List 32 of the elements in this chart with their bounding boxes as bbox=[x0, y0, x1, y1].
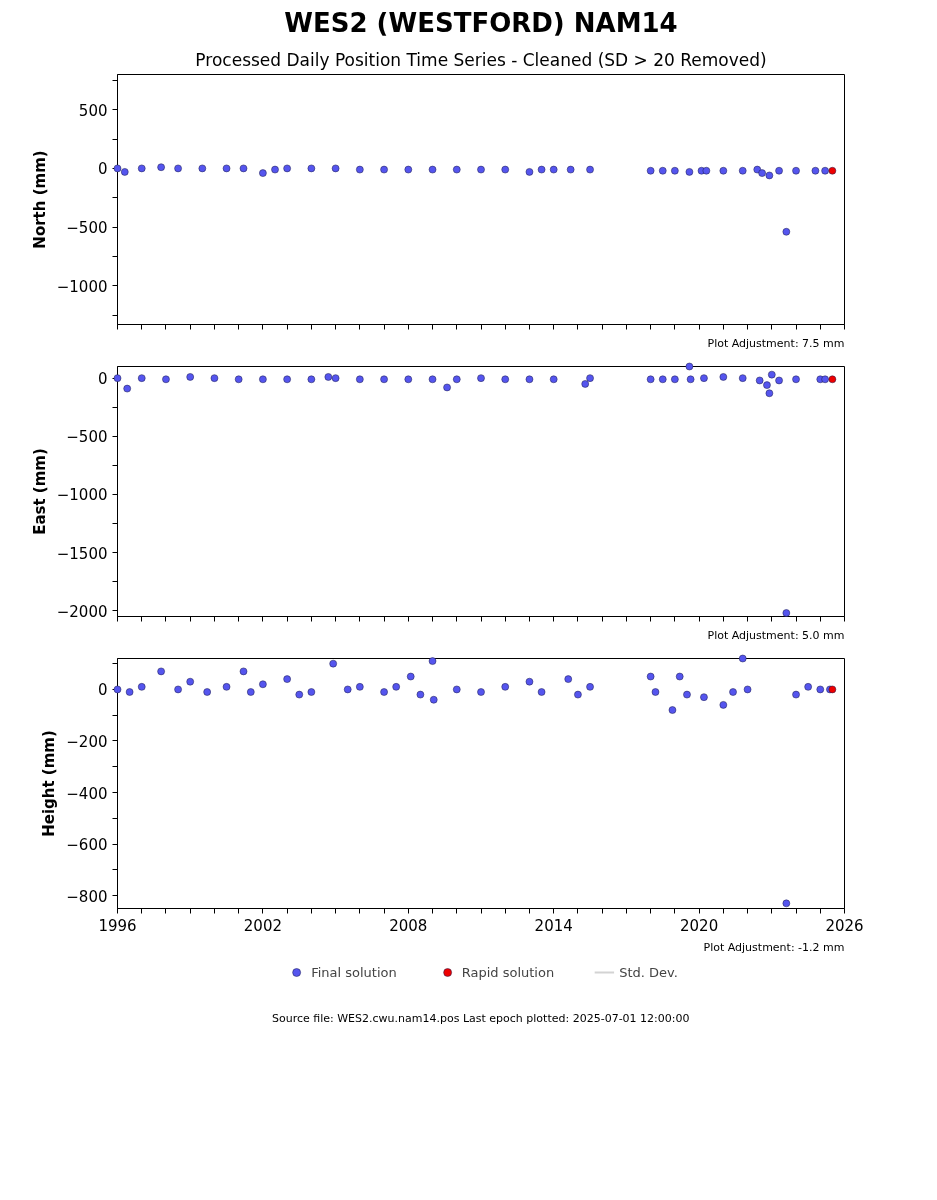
y-axis-title: North (mm) bbox=[30, 150, 49, 249]
y-axis-title: Height (mm) bbox=[40, 730, 59, 837]
source-note: Source file: WES2.cwu.nam14.pos Last epoch plotted: 2025-07-01 12:00:00 bbox=[272, 1011, 690, 1025]
y-tick-label: −1000 bbox=[56, 277, 108, 296]
y-tick-label: −500 bbox=[66, 428, 108, 447]
chart-title: WES2 (WESTFORD) NAM14 bbox=[284, 7, 678, 38]
y-tick-label: −500 bbox=[66, 219, 108, 238]
y-tick-label: −2000 bbox=[56, 602, 108, 621]
y-tick-label: 0 bbox=[97, 160, 108, 179]
y-tick-label: −1500 bbox=[56, 544, 108, 563]
y-axis-title: East (mm) bbox=[30, 448, 49, 535]
legend-label: Rapid solution bbox=[461, 964, 555, 980]
y-tick-label: −800 bbox=[66, 887, 108, 906]
x-tick-label: 2008 bbox=[389, 916, 428, 935]
y-tick-label: −200 bbox=[66, 732, 108, 751]
x-tick-label: 1996 bbox=[98, 916, 137, 935]
chart-subtitle: Processed Daily Position Time Series - Cleaned (SD > 20 Removed) bbox=[195, 49, 767, 70]
y-tick-label: −400 bbox=[66, 784, 108, 803]
y-tick-label: −600 bbox=[66, 836, 108, 855]
legend-label: Std. Dev. bbox=[619, 964, 678, 980]
x-tick-label: 2026 bbox=[825, 916, 864, 935]
text: Plot Adjustment: -1.2 mm bbox=[703, 940, 845, 954]
legend-label: Final solution bbox=[311, 964, 397, 980]
x-tick-label: 2020 bbox=[680, 916, 719, 935]
y-tick-label: 0 bbox=[97, 370, 108, 389]
text: Plot Adjustment: 7.5 mm bbox=[707, 336, 845, 350]
x-tick-label: 2002 bbox=[243, 916, 282, 935]
y-tick-label: 0 bbox=[97, 681, 108, 700]
x-tick-label: 2014 bbox=[534, 916, 573, 935]
y-tick-label: −1000 bbox=[56, 486, 108, 505]
text: Plot Adjustment: 5.0 mm bbox=[707, 628, 845, 642]
y-tick-label: 500 bbox=[78, 101, 108, 120]
